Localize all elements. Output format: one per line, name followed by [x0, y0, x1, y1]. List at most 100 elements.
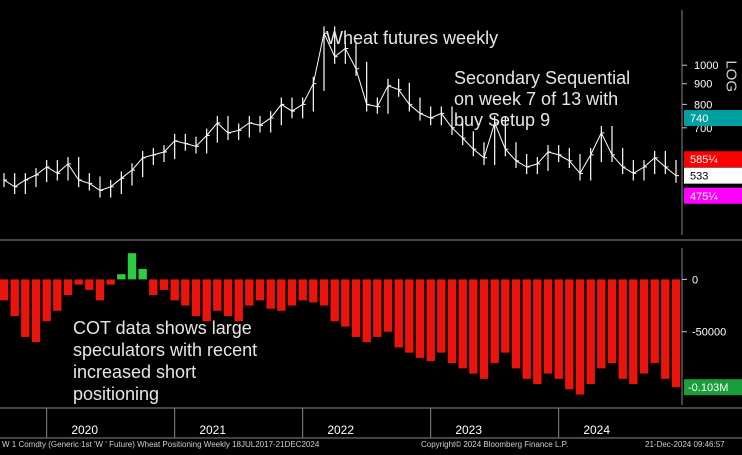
cot-bar: [341, 279, 350, 327]
cot-bar: [298, 279, 307, 301]
cot-bar: [629, 279, 638, 385]
cot-bar: [597, 279, 606, 369]
cot-note-line-1: COT data shows large: [73, 318, 252, 338]
cot-current-tag: [684, 379, 742, 396]
cot-tick-label: 0: [692, 274, 698, 286]
cot-bar: [362, 279, 371, 343]
footer-copyright: Copyright© 2024 Bloomberg Finance L.P.: [421, 440, 569, 449]
cot-bar: [426, 279, 435, 362]
cot-bar: [159, 279, 169, 290]
price-tick-label: 900: [694, 79, 712, 91]
cot-bar: [639, 279, 649, 374]
cot-bar: [213, 279, 222, 311]
cot-panel: [0, 253, 681, 395]
cot-bar: [565, 279, 574, 390]
cot-bar: [554, 279, 563, 379]
footer-timestamp: 21-Dec-2024 09:46:57: [645, 440, 725, 449]
axes: 1000900800700740585¼533475¼0-50000-0.103…: [0, 10, 742, 439]
x-tick-label: 2022: [327, 423, 354, 437]
cot-bar: [10, 279, 19, 317]
price-tag-label: 533: [690, 171, 708, 183]
sequential-note-line-2: on week 7 of 13 with: [454, 89, 619, 109]
price-tag: [684, 187, 742, 204]
price-tick-label: 800: [694, 99, 712, 111]
cot-bar: [127, 253, 137, 280]
cot-bar: [234, 279, 243, 322]
cot-bar: [533, 279, 542, 385]
cot-current-label: -0.103M: [688, 382, 728, 394]
cot-bar: [0, 279, 9, 301]
price-tag: [684, 167, 742, 184]
cot-bar: [202, 279, 211, 322]
cot-bar: [543, 279, 553, 374]
cot-bar: [671, 279, 681, 388]
price-tag-label: 475¼: [690, 191, 718, 203]
x-tick-label: 2020: [71, 423, 98, 437]
cot-bar: [351, 279, 361, 337]
price-tick-label: 1000: [694, 60, 718, 72]
cot-bar: [117, 274, 126, 280]
cot-bar: [405, 279, 414, 353]
x-tick-label: 2021: [199, 423, 226, 437]
cot-bar: [607, 279, 617, 364]
cot-bar: [277, 279, 286, 311]
x-tick-label: 2023: [455, 423, 482, 437]
cot-bar: [394, 279, 403, 348]
cot-note-line-2: speculators with recent: [73, 340, 258, 360]
cot-bar: [330, 279, 339, 322]
cot-bar: [287, 279, 297, 306]
cot-bar: [95, 279, 105, 301]
cot-bar: [191, 279, 201, 317]
cot-bar: [149, 279, 158, 296]
cot-bar: [42, 279, 51, 322]
cot-bar: [501, 279, 510, 353]
cot-bar: [415, 279, 425, 358]
cot-bar: [106, 279, 115, 285]
cot-bar: [373, 279, 382, 337]
cot-bar: [245, 279, 254, 306]
cot-bar: [490, 279, 499, 364]
price-line: [3, 31, 677, 191]
cot-bar: [255, 279, 265, 301]
x-tick-label: 2024: [583, 423, 610, 437]
cot-bar: [383, 279, 393, 332]
cot-bar: [170, 279, 179, 301]
cot-bar: [522, 279, 531, 379]
cot-bar: [53, 279, 62, 311]
cot-bar: [586, 279, 595, 385]
cot-bar: [661, 279, 670, 379]
price-tag-label: 585¼: [690, 154, 718, 166]
cot-bar: [31, 279, 41, 343]
price-tag-label: 740: [690, 113, 708, 125]
cot-bar: [223, 279, 233, 317]
cot-bar: [458, 279, 467, 369]
cot-bar: [650, 279, 659, 364]
cot-bar: [309, 279, 318, 303]
price-panel: [3, 26, 679, 198]
cot-bar: [266, 279, 275, 309]
price-tag: [684, 151, 742, 168]
cot-bar: [138, 268, 147, 280]
cot-bar: [575, 279, 585, 395]
cot-bar: [437, 279, 446, 353]
cot-bar: [447, 279, 457, 364]
cot-bar: [63, 279, 73, 296]
cot-note-line-3: increased short: [73, 362, 197, 382]
sequential-note-line-3: buy Setup 9: [454, 110, 551, 130]
cot-note-line-4: positioning: [73, 384, 160, 404]
cot-bar: [85, 279, 94, 290]
footer-source: W 1 Comdty (Generic 1st 'W ' Future) Whe…: [2, 440, 320, 449]
cot-bar: [511, 279, 521, 369]
cot-bar: [469, 279, 478, 374]
cot-bar: [181, 279, 190, 306]
chart-title: Wheat futures weekly: [326, 28, 499, 48]
cot-bar: [479, 279, 489, 379]
price-tag: [684, 110, 742, 127]
log-scale-label: LOG: [723, 60, 740, 92]
cot-bar: [319, 279, 329, 306]
cot-tick-label: -50000: [692, 327, 726, 339]
cot-bar: [618, 279, 627, 379]
cot-bar: [74, 279, 83, 285]
